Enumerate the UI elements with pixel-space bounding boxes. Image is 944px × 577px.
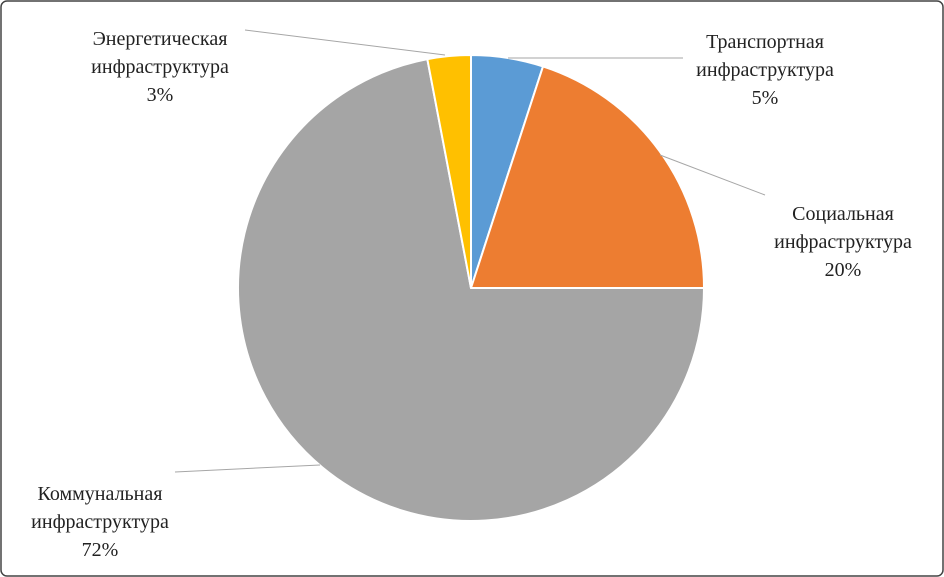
category-label: Энергетическая инфраструктура xyxy=(91,28,229,78)
category-label: Коммунальная инфраструктура xyxy=(31,483,169,533)
pie-slice xyxy=(426,53,472,289)
leader-line xyxy=(174,464,321,473)
leader-line xyxy=(659,154,766,196)
data-label: Транспортная инфраструктура 5% xyxy=(665,28,865,112)
data-label: Социальная инфраструктура 20% xyxy=(743,200,943,284)
pie-slice xyxy=(237,57,706,522)
leader-line xyxy=(244,29,446,56)
data-label: Коммунальная инфраструктура 72% xyxy=(0,480,200,564)
pie-slice xyxy=(469,65,706,289)
value-label: 3% xyxy=(146,84,174,106)
category-label: Социальная инфраструктура xyxy=(774,203,912,253)
category-label: Транспортная инфраструктура xyxy=(696,31,834,81)
value-label: 5% xyxy=(751,87,779,109)
data-label: Энергетическая инфраструктура 3% xyxy=(60,25,260,109)
value-label: 20% xyxy=(824,259,862,281)
value-label: 72% xyxy=(81,539,119,561)
